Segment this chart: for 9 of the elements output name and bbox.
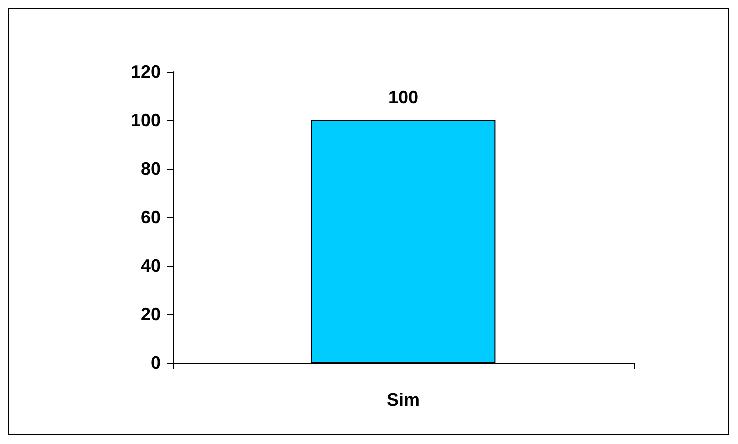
y-tick-label: 60 [140, 208, 161, 228]
y-tick-label: 120 [130, 62, 161, 82]
data-label: 100 [388, 88, 419, 108]
y-tick-label: 100 [130, 110, 161, 130]
y-tick-label: 40 [140, 256, 161, 276]
y-tick-label: 0 [150, 353, 161, 373]
x-tick-label: Sim [386, 390, 420, 410]
y-tick-label: 20 [140, 304, 161, 324]
y-tick-label: 80 [140, 159, 161, 179]
